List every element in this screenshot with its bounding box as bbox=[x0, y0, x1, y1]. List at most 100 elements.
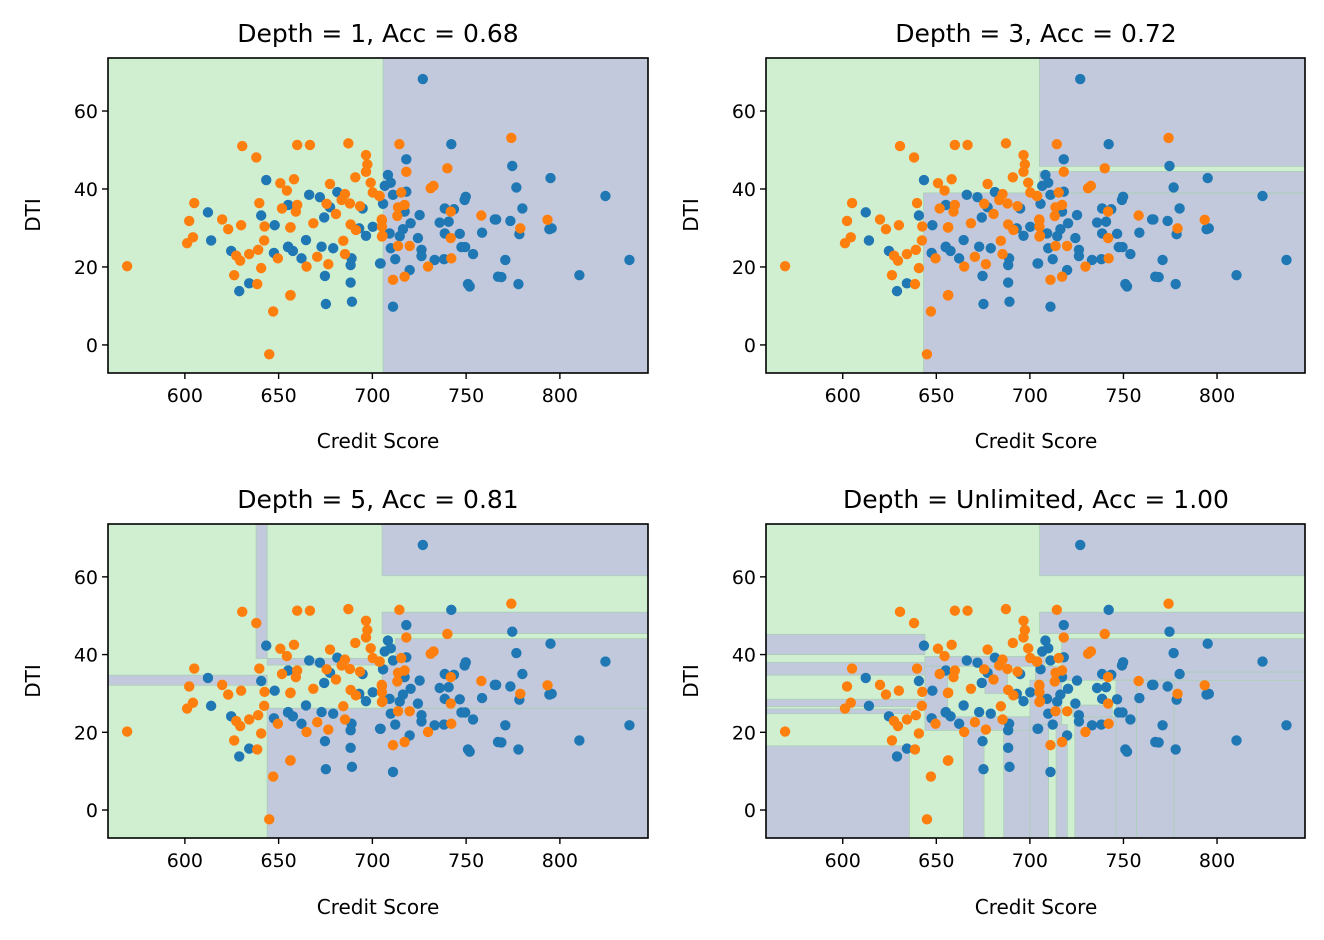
point-class-1 bbox=[374, 656, 385, 667]
point-class-1 bbox=[1080, 726, 1091, 738]
point-class-0 bbox=[460, 657, 471, 668]
point-class-1 bbox=[222, 689, 234, 700]
point-class-1 bbox=[360, 166, 372, 178]
point-class-0 bbox=[1157, 254, 1168, 266]
point-class-0 bbox=[319, 736, 331, 747]
point-class-1 bbox=[874, 214, 886, 225]
x-tick-label: 600 bbox=[167, 385, 203, 407]
point-class-0 bbox=[1002, 725, 1014, 736]
point-class-1 bbox=[1002, 198, 1013, 209]
point-class-1 bbox=[908, 617, 920, 629]
point-class-1 bbox=[121, 726, 133, 737]
point-class-0 bbox=[961, 189, 973, 201]
point-class-0 bbox=[1052, 230, 1063, 242]
point-class-1 bbox=[1061, 706, 1073, 717]
point-class-0 bbox=[1058, 154, 1069, 165]
point-class-1 bbox=[901, 248, 913, 260]
point-class-0 bbox=[434, 682, 445, 694]
point-class-1 bbox=[1002, 663, 1013, 675]
plot-area: 600 650 700 750 800 0 20 40 60 bbox=[732, 523, 1306, 872]
point-class-0 bbox=[1032, 258, 1044, 269]
point-class-0 bbox=[1018, 696, 1029, 707]
point-class-1 bbox=[979, 664, 990, 675]
point-class-0 bbox=[300, 234, 312, 246]
point-class-0 bbox=[387, 189, 399, 201]
point-class-1 bbox=[932, 643, 944, 654]
point-class-0 bbox=[1281, 720, 1292, 731]
y-axis-label: DTI bbox=[679, 664, 703, 698]
point-class-1 bbox=[237, 606, 248, 618]
point-class-1 bbox=[949, 605, 961, 616]
point-class-0 bbox=[500, 720, 511, 731]
point-class-0 bbox=[346, 296, 358, 307]
point-class-0 bbox=[377, 664, 389, 675]
x-axis-label: Credit Score bbox=[975, 895, 1098, 919]
point-class-0 bbox=[1032, 723, 1044, 734]
point-class-1 bbox=[442, 163, 453, 174]
point-class-1 bbox=[404, 240, 415, 252]
point-class-1 bbox=[392, 676, 403, 687]
point-class-1 bbox=[1082, 183, 1094, 194]
point-class-1 bbox=[979, 198, 990, 210]
point-class-1 bbox=[1056, 271, 1068, 282]
point-class-1 bbox=[1102, 671, 1114, 683]
y-tick-label: 60 bbox=[732, 101, 756, 123]
point-class-0 bbox=[282, 241, 294, 252]
x-tick-label: 650 bbox=[918, 850, 954, 872]
point-class-0 bbox=[918, 640, 930, 651]
point-class-0 bbox=[1125, 714, 1136, 725]
point-class-0 bbox=[1164, 626, 1175, 637]
point-class-0 bbox=[255, 675, 267, 687]
point-class-1 bbox=[1007, 637, 1019, 649]
point-class-0 bbox=[860, 207, 871, 218]
point-class-0 bbox=[545, 638, 556, 649]
point-class-1 bbox=[360, 149, 372, 161]
point-class-0 bbox=[446, 138, 457, 150]
point-class-0 bbox=[234, 285, 245, 297]
point-class-1 bbox=[344, 198, 356, 209]
point-class-1 bbox=[943, 687, 954, 698]
point-class-0 bbox=[1231, 735, 1242, 746]
point-class-1 bbox=[969, 251, 981, 263]
y-tick-label: 0 bbox=[86, 335, 98, 357]
point-class-1 bbox=[1102, 206, 1114, 217]
point-class-1 bbox=[290, 671, 302, 683]
point-class-0 bbox=[1025, 221, 1036, 233]
point-class-0 bbox=[1162, 215, 1173, 227]
point-class-1 bbox=[254, 663, 265, 674]
point-class-0 bbox=[624, 720, 635, 731]
point-class-1 bbox=[1018, 149, 1029, 161]
point-class-1 bbox=[350, 224, 362, 236]
point-class-1 bbox=[251, 617, 262, 629]
point-class-1 bbox=[330, 674, 342, 685]
point-class-1 bbox=[1133, 210, 1144, 221]
point-class-1 bbox=[908, 152, 920, 163]
y-tick-label: 40 bbox=[732, 179, 756, 201]
x-tick-label: 750 bbox=[1105, 850, 1141, 872]
point-class-1 bbox=[350, 172, 361, 183]
point-class-0 bbox=[891, 751, 903, 762]
point-class-1 bbox=[1102, 698, 1114, 709]
point-class-0 bbox=[1045, 301, 1056, 312]
point-class-1 bbox=[445, 698, 456, 709]
point-class-0 bbox=[901, 743, 913, 754]
point-class-1 bbox=[993, 194, 1005, 206]
point-class-1 bbox=[1053, 652, 1064, 664]
point-class-1 bbox=[267, 771, 279, 782]
point-class-1 bbox=[183, 215, 195, 227]
point-class-0 bbox=[1002, 277, 1014, 288]
point-class-0 bbox=[1103, 604, 1114, 616]
y-tick-label: 60 bbox=[74, 101, 98, 123]
region-class-0 bbox=[766, 745, 910, 838]
point-class-1 bbox=[946, 639, 957, 651]
point-class-0 bbox=[1257, 656, 1268, 667]
point-class-1 bbox=[243, 248, 255, 260]
point-class-0 bbox=[412, 232, 424, 244]
point-class-1 bbox=[387, 739, 399, 751]
point-class-1 bbox=[394, 604, 405, 616]
panel-depth-3: 600 650 700 750 800 0 20 40 60 Depth = 3, Acc = … bbox=[679, 19, 1306, 453]
point-class-0 bbox=[320, 298, 332, 310]
x-tick-label: 600 bbox=[825, 850, 861, 872]
point-class-1 bbox=[181, 237, 193, 249]
point-class-1 bbox=[1172, 223, 1183, 234]
